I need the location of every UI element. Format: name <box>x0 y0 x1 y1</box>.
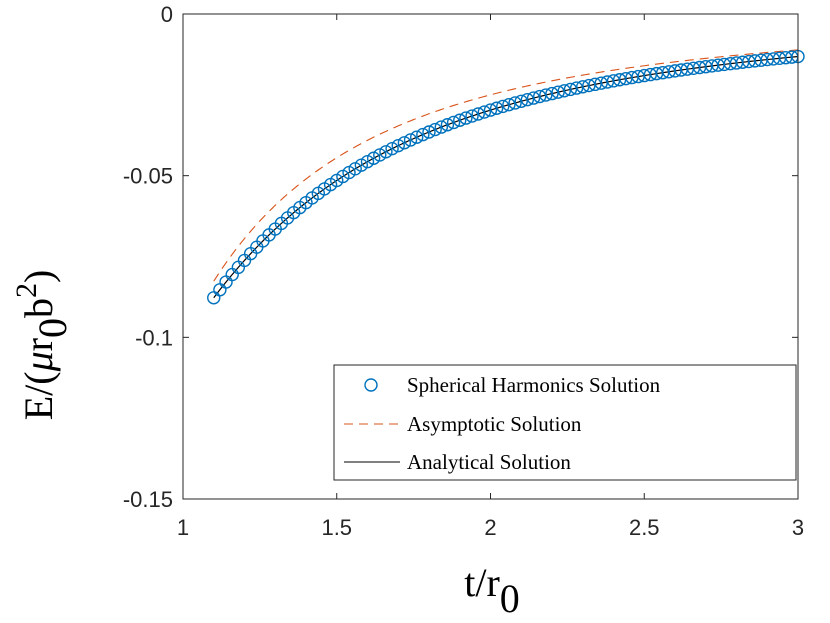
y-tick-label: 0 <box>161 2 173 27</box>
data-point-spherical <box>385 141 399 156</box>
data-point-spherical <box>391 138 405 153</box>
y-axis-title-sup: 2 <box>10 283 43 298</box>
x-tick-label: 1 <box>177 515 189 540</box>
data-point-spherical <box>477 105 492 119</box>
y-axis-title-r: r <box>16 338 61 351</box>
data-point-spherical <box>489 101 504 115</box>
data-point-spherical <box>397 136 412 150</box>
x-tick-label: 1.5 <box>321 515 352 540</box>
data-point-spherical <box>582 78 596 93</box>
legend: Spherical Harmonics Solution Asymptotic … <box>333 364 797 481</box>
y-axis-title-b: b <box>16 298 61 318</box>
y-axis-title-mu: μ <box>16 351 61 372</box>
data-point-spherical <box>569 81 584 95</box>
data-point-spherical <box>410 130 424 144</box>
data-point-spherical <box>453 113 467 127</box>
data-point-spherical <box>446 115 461 130</box>
data-point-spherical <box>563 82 578 97</box>
legend-label-asymptotic: Asymptotic Solution <box>407 412 582 436</box>
data-point-spherical <box>502 97 516 112</box>
data-point-spherical <box>594 76 608 90</box>
data-point-spherical <box>416 127 430 142</box>
data-point-spherical <box>422 125 436 139</box>
data-point-spherical <box>483 103 498 117</box>
legend-label-spherical: Spherical Harmonics Solution <box>407 373 661 397</box>
data-point-spherical <box>539 88 553 102</box>
data-point-spherical <box>520 92 535 107</box>
y-axis-title-main: E/( <box>16 371 61 420</box>
series-line-asymptotic <box>213 49 799 282</box>
y-tick-label: -0.15 <box>123 487 173 512</box>
data-point-spherical <box>434 120 448 134</box>
legend-label-analytical: Analytical Solution <box>407 450 571 474</box>
data-point-spherical <box>471 107 485 121</box>
x-axis-title-main: t/r <box>464 560 500 605</box>
data-point-spherical <box>379 145 393 159</box>
legend-marker-spherical <box>364 378 378 392</box>
data-point-spherical <box>428 122 442 137</box>
data-point-spherical <box>545 86 559 101</box>
data-point-spherical <box>459 111 473 125</box>
data-point-spherical <box>588 77 602 92</box>
data-point-spherical <box>514 94 528 108</box>
x-axis-title-sub: 0 <box>500 576 520 621</box>
data-point-spherical <box>403 133 418 147</box>
data-point-spherical <box>533 89 547 104</box>
y-tick-label: -0.1 <box>135 325 173 350</box>
data-point-spherical <box>440 118 455 132</box>
x-axis-title: t/r0 <box>464 560 520 621</box>
x-tick-label: 3 <box>792 515 804 540</box>
series-line-analytical <box>213 55 799 299</box>
legend-box <box>333 364 797 481</box>
y-tick-label: -0.05 <box>123 164 173 189</box>
data-point-spherical <box>373 148 387 162</box>
data-point-spherical <box>508 96 522 110</box>
x-tick-label: 2 <box>484 515 496 540</box>
data-point-spherical <box>557 84 571 98</box>
data-point-spherical <box>496 99 510 114</box>
data-point-spherical <box>366 151 381 165</box>
y-axis-title-sub: 0 <box>30 318 75 338</box>
data-point-spherical <box>551 85 565 99</box>
x-tick-label: 2.5 <box>629 515 660 540</box>
y-axis-title-close: ) <box>16 270 61 283</box>
data-point-spherical <box>526 91 541 105</box>
data-point-spherical <box>576 80 590 94</box>
data-point-spherical <box>465 109 479 123</box>
y-axis-title: E/(μr0b2) <box>10 270 75 421</box>
